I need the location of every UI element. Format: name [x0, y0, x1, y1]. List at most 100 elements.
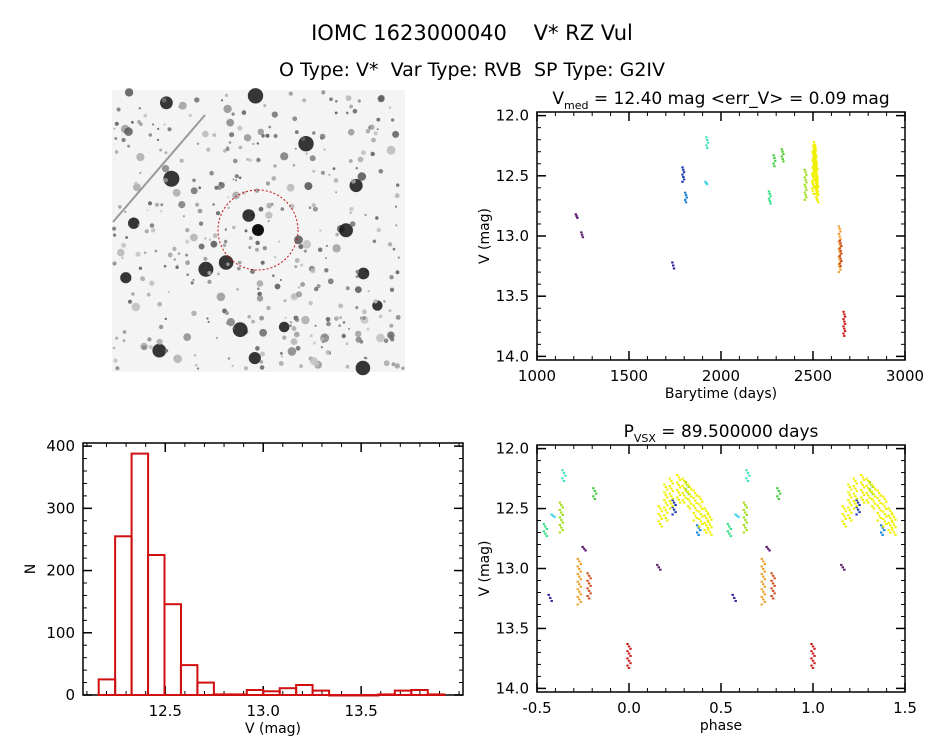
lc-axes-frame — [536, 111, 906, 361]
star — [222, 243, 227, 248]
star — [255, 247, 259, 252]
star — [241, 110, 247, 115]
data-point — [705, 144, 708, 147]
data-point — [726, 523, 729, 526]
data-point — [871, 498, 874, 500]
data-point — [561, 469, 564, 472]
data-point — [558, 524, 561, 526]
star — [257, 287, 260, 291]
data-point — [578, 560, 581, 563]
star — [256, 295, 264, 302]
data-point — [805, 173, 808, 176]
star — [297, 286, 301, 289]
data-point — [813, 159, 816, 162]
star — [345, 95, 352, 101]
data-point — [844, 510, 847, 513]
star — [256, 157, 261, 163]
data-point — [746, 471, 750, 474]
data-point — [682, 171, 686, 174]
star — [137, 223, 140, 226]
lc-x-tick-label: 3000 — [886, 367, 924, 385]
data-point — [812, 154, 816, 157]
data-point — [576, 216, 579, 219]
star — [389, 287, 395, 292]
lc-x-tick-label: 2500 — [794, 367, 832, 385]
star — [177, 252, 181, 255]
light-curve-title: Vmed = 12.40 mag <err_V> = 0.09 mag — [552, 89, 889, 112]
star — [223, 239, 228, 244]
star — [349, 221, 356, 227]
data-point — [760, 588, 763, 591]
data-point — [840, 260, 843, 262]
data-point — [592, 495, 595, 498]
star — [373, 131, 378, 136]
data-point — [710, 518, 713, 521]
data-point — [690, 502, 693, 505]
data-point — [811, 652, 815, 655]
data-point — [763, 578, 766, 581]
phase-plot: PVSX = 89.500000 days -0.5 0.0 0.5 1.0 1.5 12… — [477, 422, 917, 734]
data-point — [812, 192, 815, 195]
data-point — [589, 592, 592, 595]
data-point — [671, 506, 674, 509]
star — [152, 343, 167, 358]
data-point — [706, 519, 709, 522]
target-star — [252, 224, 264, 236]
data-point — [815, 174, 818, 177]
data-point — [626, 650, 629, 653]
star — [320, 337, 325, 342]
star — [164, 151, 168, 155]
data-point — [586, 572, 589, 575]
star — [265, 211, 273, 219]
lc-y-tick-label: 13.5 — [496, 287, 529, 305]
data-point — [811, 659, 815, 662]
data-point — [776, 495, 779, 498]
data-point — [684, 488, 687, 491]
data-point — [576, 580, 579, 583]
star — [215, 336, 218, 340]
data-point — [745, 529, 748, 531]
data-point — [848, 509, 851, 512]
data-point — [679, 494, 682, 496]
ph-y-tick-label: 13.0 — [496, 560, 529, 578]
data-point — [698, 525, 701, 528]
star — [378, 314, 383, 319]
star — [163, 264, 167, 268]
lc-x-tick-label: 2000 — [702, 367, 740, 385]
data-point — [733, 596, 736, 599]
data-point — [683, 487, 686, 490]
data-point — [843, 515, 846, 518]
star — [142, 345, 147, 350]
star — [357, 156, 364, 163]
data-point — [843, 327, 846, 330]
star — [309, 334, 313, 338]
data-point — [692, 497, 695, 500]
data-point — [812, 169, 816, 172]
star — [268, 125, 272, 129]
star — [186, 273, 189, 277]
star — [198, 243, 205, 250]
star — [246, 158, 249, 161]
data-point — [810, 657, 813, 660]
star — [217, 272, 220, 276]
star — [290, 338, 298, 345]
star — [357, 172, 367, 181]
star — [308, 301, 313, 306]
data-point — [880, 531, 883, 534]
lc-x-axis-label: Barytime (days) — [665, 386, 777, 402]
star — [218, 181, 221, 184]
data-point — [576, 565, 579, 568]
data-point — [817, 193, 820, 196]
data-point — [668, 500, 671, 503]
data-point — [811, 150, 814, 153]
data-point — [860, 489, 863, 491]
data-point — [701, 523, 704, 525]
data-point — [812, 163, 816, 166]
data-point — [586, 587, 589, 590]
data-point — [576, 573, 579, 576]
data-point — [698, 503, 701, 506]
star — [262, 246, 267, 251]
data-point — [692, 489, 695, 492]
data-point — [729, 527, 732, 530]
hist-y-tick-label: 400 — [46, 437, 75, 455]
